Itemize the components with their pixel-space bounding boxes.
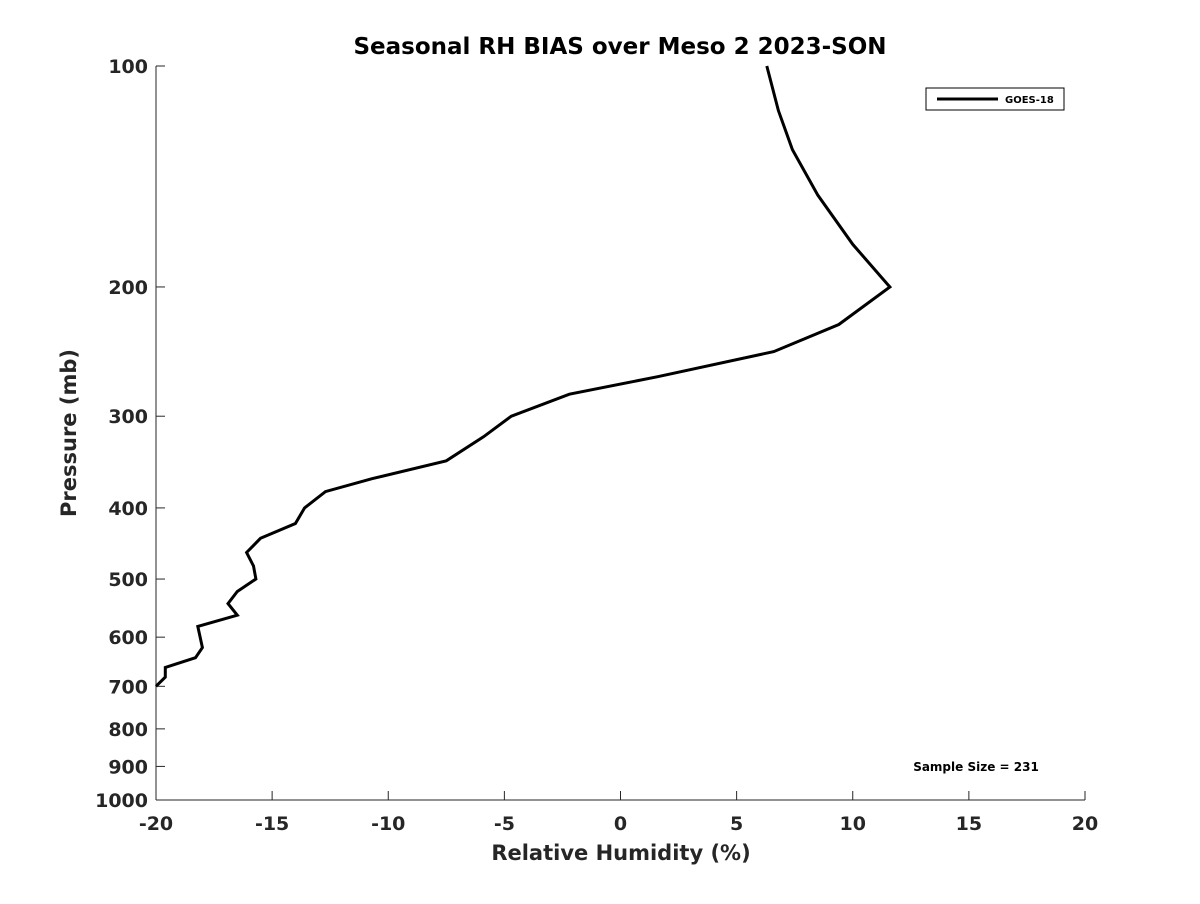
y-tick-label: 1000 xyxy=(95,790,148,812)
legend: GOES-18 xyxy=(925,87,1065,111)
y-axis-label: Pressure (mb) xyxy=(57,349,81,517)
tick-group: -20 -15 -10 -5 0 5 10 15 20 100 200 300 400 500 600 700… xyxy=(95,56,1098,835)
legend-label-goes-18: GOES-18 xyxy=(1005,95,1054,106)
x-tick-label: 5 xyxy=(730,813,743,835)
x-tick-label: -20 xyxy=(139,813,173,835)
y-tick-label: 400 xyxy=(108,498,148,520)
x-tick-label: 10 xyxy=(840,813,866,835)
y-tick-label: 800 xyxy=(108,719,148,741)
y-tick-label: 500 xyxy=(108,569,148,591)
y-tick-label: 600 xyxy=(108,627,148,649)
series-group xyxy=(154,65,893,688)
x-tick-label: 0 xyxy=(614,813,627,835)
x-axis-label: Relative Humidity (%) xyxy=(491,841,750,865)
x-tick-label: -10 xyxy=(371,813,405,835)
x-tick-label: -5 xyxy=(494,813,515,835)
x-tick-label: -15 xyxy=(255,813,289,835)
x-tick-label: 20 xyxy=(1072,813,1098,835)
axes-group xyxy=(155,66,1085,801)
y-tick-label: 300 xyxy=(108,406,148,428)
y-tick-label: 700 xyxy=(108,676,148,698)
sample-size-annotation: Sample Size = 231 xyxy=(913,760,1039,774)
series-line-goes-18 xyxy=(154,65,893,688)
y-tick-label: 900 xyxy=(108,756,148,778)
x-tick-label: 15 xyxy=(956,813,982,835)
y-tick-label: 200 xyxy=(108,277,148,299)
y-tick-label: 100 xyxy=(108,56,148,78)
chart-title: Seasonal RH BIAS over Meso 2 2023-SON xyxy=(353,34,886,60)
